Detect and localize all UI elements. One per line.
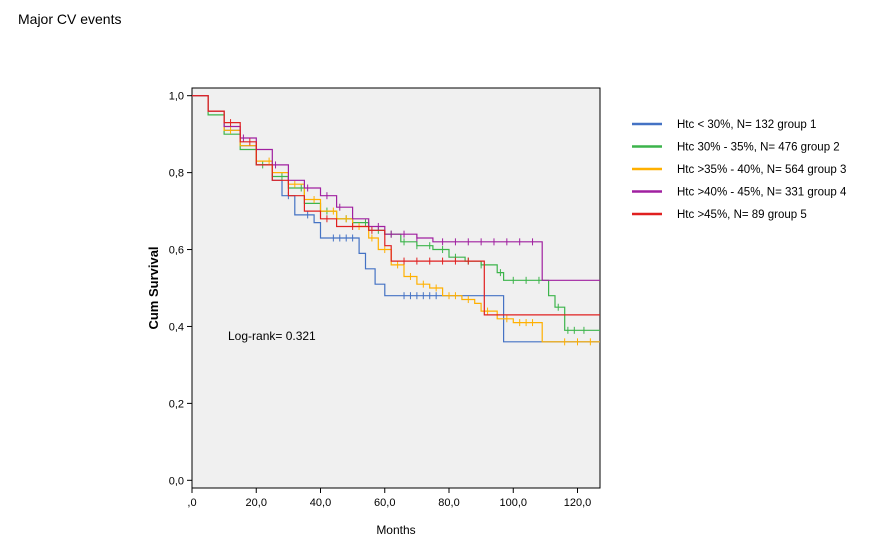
y-tick-label: 1,0 [169, 91, 184, 103]
y-tick-label: 0,8 [169, 168, 184, 180]
legend-label: Htc 30% - 35%, N= 476 group 2 [677, 142, 840, 154]
y-tick-label: 0,6 [169, 245, 184, 257]
legend-label: Htc >40% - 45%, N= 331 group 4 [677, 187, 847, 199]
legend-label: Htc < 30%, N= 132 group 1 [677, 119, 816, 131]
legend-label: Htc >35% - 40%, N= 564 group 3 [677, 164, 846, 176]
legend-label: Htc >45%, N= 89 group 5 [677, 209, 807, 221]
x-tick-label: 100,0 [499, 497, 527, 509]
x-tick-label: 60,0 [374, 497, 395, 509]
series-5-line [192, 95, 600, 316]
plot-background [191, 87, 601, 489]
survival-curves [192, 95, 600, 346]
page-title: Major CV events [18, 11, 122, 27]
x-tick-label: 120,0 [564, 497, 592, 509]
x-tick-label: 80,0 [438, 497, 459, 509]
plot-area [191, 87, 601, 489]
x-tick-label: ,0 [187, 497, 196, 509]
y-tick-label: 0,4 [169, 321, 184, 333]
series-5-group [192, 95, 600, 316]
x-tick-label: 40,0 [310, 497, 331, 509]
y-tick-label: 0,2 [169, 398, 184, 410]
x-axis-label: Months [376, 523, 415, 537]
legend: Htc < 30%, N= 132 group 1 Htc 30% - 35%, … [632, 119, 847, 221]
y-tick-label: 0,0 [169, 475, 184, 487]
log-rank-annotation: Log-rank= 0.321 [228, 329, 316, 343]
y-axis-label: Cum Survival [146, 246, 161, 329]
axes: ,0 20,0 40,0 60,0 80,0 100,0 120,0 0,0 0,2 0,4 0,6… [169, 91, 592, 509]
x-tick-label: 20,0 [246, 497, 267, 509]
